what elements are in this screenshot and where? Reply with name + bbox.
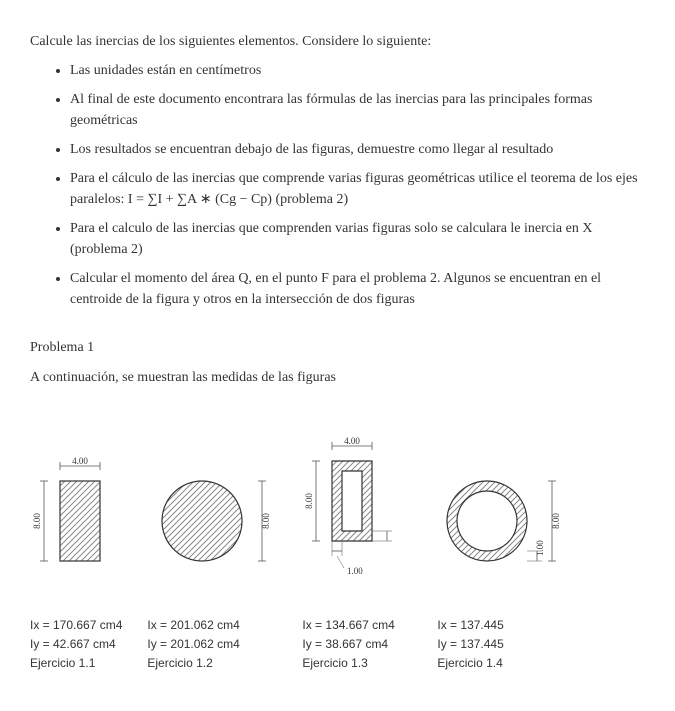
- exercise-label: Ejercicio 1.4: [437, 654, 503, 673]
- iy-value: Iy = 137.445: [437, 635, 503, 654]
- exercise-label: Ejercicio 1.3: [302, 654, 394, 673]
- figures-row: 4.00 8.00 Ix = 170.667 cm4 Iy = 42.667 c…: [30, 436, 645, 674]
- bullet-list: Las unidades están en centímetros Al fin…: [30, 60, 645, 310]
- figure-1-1: 4.00 8.00 Ix = 170.667 cm4 Iy = 42.667 c…: [30, 456, 122, 674]
- hollow-rect-shape: 4.00 8.00 1.00: [302, 436, 412, 586]
- problem-title: Problema 1: [30, 340, 645, 356]
- results-1-1: Ix = 170.667 cm4 Iy = 42.667 cm4 Ejercic…: [30, 616, 122, 674]
- bullet-item: Para el cálculo de las inercias que comp…: [70, 168, 645, 210]
- bullet-item: Las unidades están en centímetros: [70, 60, 645, 81]
- iy-value: Iy = 201.062 cm4: [147, 635, 239, 654]
- problem-subtitle: A continuación, se muestran las medidas …: [30, 370, 645, 386]
- bullet-item: Al final de este documento encontrara la…: [70, 89, 645, 131]
- dim-height: 8.00: [551, 513, 561, 529]
- ix-value: Ix = 137.445: [437, 616, 503, 635]
- exercise-label: Ejercicio 1.1: [30, 654, 122, 673]
- dim-height: 8.00: [32, 513, 42, 529]
- dim-height: 8.00: [304, 493, 314, 509]
- bullet-item: Calcular el momento del área Q, en el pu…: [70, 268, 645, 310]
- figure-1-2: 8.00 Ix = 201.062 cm4 Iy = 201.062 cm4 E…: [147, 456, 277, 674]
- dim-thickness-b: 1.00: [347, 566, 363, 576]
- bullet-item: Los resultados se encuentran debajo de l…: [70, 139, 645, 160]
- bullet-item: Para el calculo de las inercias que comp…: [70, 218, 645, 260]
- results-1-4: Ix = 137.445 Iy = 137.445 Ejercicio 1.4: [437, 616, 503, 674]
- figure-1-4: 8.00 1.00 Ix = 137.445 Iy = 137.445 Ejer…: [437, 456, 567, 674]
- rect-shape: 4.00 8.00: [30, 456, 120, 586]
- iy-value: Iy = 42.667 cm4: [30, 635, 122, 654]
- figure-1-3: 4.00 8.00 1.00 Ix = 134.667 cm4 Iy = 38.…: [302, 436, 412, 674]
- results-1-3: Ix = 134.667 cm4 Iy = 38.667 cm4 Ejercic…: [302, 616, 394, 674]
- hollow-circle-shape: 8.00 1.00: [437, 456, 567, 586]
- circle-shape: 8.00: [147, 456, 277, 586]
- dim-width: 4.00: [345, 436, 361, 446]
- intro-text: Calcule las inercias de los siguientes e…: [30, 34, 645, 50]
- ix-value: Ix = 170.667 cm4: [30, 616, 122, 635]
- dim-height: 8.00: [261, 513, 271, 529]
- exercise-label: Ejercicio 1.2: [147, 654, 239, 673]
- iy-value: Iy = 38.667 cm4: [302, 635, 394, 654]
- dim-thickness: 1.00: [535, 540, 545, 556]
- results-1-2: Ix = 201.062 cm4 Iy = 201.062 cm4 Ejerci…: [147, 616, 239, 674]
- ix-value: Ix = 201.062 cm4: [147, 616, 239, 635]
- ix-value: Ix = 134.667 cm4: [302, 616, 394, 635]
- dim-width: 4.00: [72, 456, 88, 466]
